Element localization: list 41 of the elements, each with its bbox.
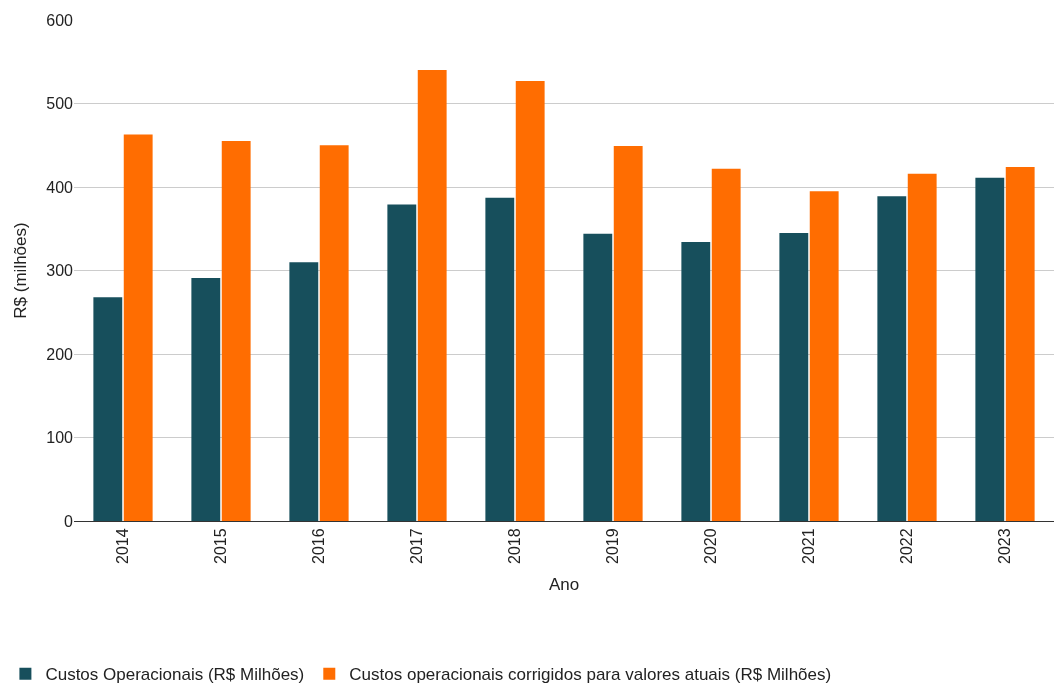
bar [289, 262, 319, 521]
bar [191, 278, 221, 521]
bar [93, 297, 123, 521]
y-tick-label: 100 [46, 429, 74, 447]
bar [975, 177, 1005, 521]
bar [907, 173, 937, 521]
bar [123, 134, 153, 521]
bar [485, 197, 515, 521]
legend-label: Custos Operacionais (R$ Milhões) [45, 665, 305, 685]
x-axis-title: Ano [548, 575, 580, 595]
x-tick-label: 2017 [408, 528, 426, 564]
x-tick-label: 2023 [996, 528, 1014, 564]
x-tick-label: 2014 [114, 528, 132, 564]
bar [417, 70, 447, 521]
bar [779, 232, 809, 521]
bar [221, 141, 251, 521]
y-tick-label: 300 [46, 262, 74, 280]
bar [319, 145, 349, 521]
legend-label: Custos operacionais corrigidos para valores atuais (R$ Milhões) [349, 665, 832, 685]
bar [613, 146, 643, 521]
x-tick-label: 2020 [702, 528, 720, 564]
y-tick-label: 500 [46, 95, 74, 113]
x-tick-label: 2021 [800, 528, 818, 564]
bar [1005, 166, 1035, 521]
x-tick-label: 2016 [310, 528, 328, 564]
bar [515, 80, 545, 521]
bar [387, 204, 417, 521]
x-tick-label: 2022 [898, 528, 916, 564]
y-axis-title: R$ (milhões) [10, 222, 30, 319]
bar [877, 196, 907, 521]
y-tick-label: 600 [46, 11, 74, 29]
y-tick-label: 200 [46, 345, 74, 363]
bar [809, 191, 839, 521]
x-tick-label: 2019 [604, 528, 622, 564]
x-tick-label: 2018 [506, 528, 524, 564]
y-tick-label: 0 [64, 512, 74, 530]
bar [583, 233, 613, 521]
y-tick-label: 400 [46, 178, 74, 196]
bar [681, 242, 711, 521]
x-tick-label: 2015 [212, 528, 230, 564]
bar [711, 168, 741, 521]
